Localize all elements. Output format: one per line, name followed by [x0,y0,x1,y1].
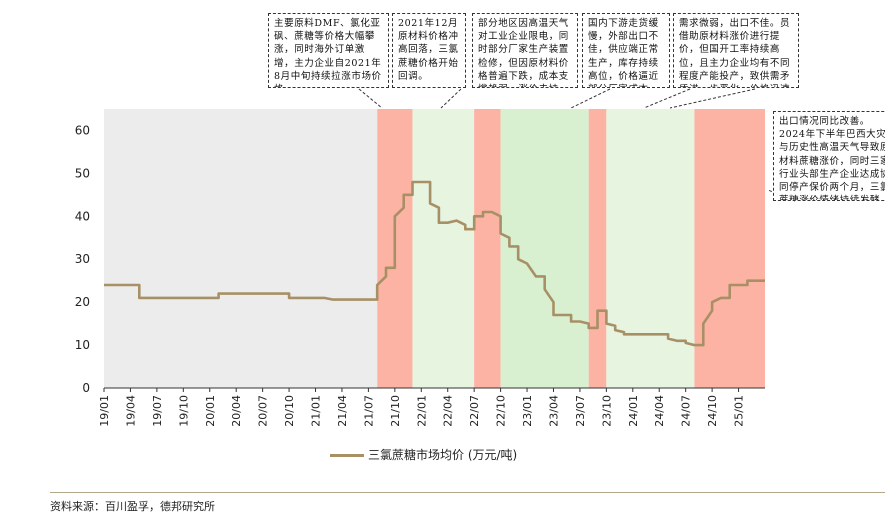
y-tick-label-50: 50 [75,166,90,180]
legend: 三氯蔗糖市场均价 (万元/吨) [330,446,517,463]
annotation-2: 2021年12月原材料价格冲高回落，三氯蔗糖价格开始回调。 [392,13,466,88]
x-tick-label-21: 24/04 [653,395,666,427]
x-tick-label-16: 23/01 [521,395,534,427]
x-tick-label-22: 24/07 [680,395,693,427]
y-tick-label-0: 0 [82,381,90,395]
series-line-0 [104,180,765,347]
x-tick-label-3: 19/10 [177,395,190,427]
x-tick-label-10: 21/07 [362,395,375,427]
annotation-leader-4 [643,88,691,109]
x-tick-label-12: 22/01 [415,395,428,427]
annotation-4: 国内下游走货缓慢，外部出口不佳，供应端正常生产，库存持续高位，价格逼近部分厂家成… [582,13,670,88]
x-tick-label-6: 20/07 [257,395,270,427]
legend-swatch [330,454,364,457]
annotation-6: 出口情况同比改善。2024年下半年巴西大灾与历史性高温天气导致原材料蔗糖涨价，同… [773,111,885,201]
annotation-3: 部分地区因高温天气对工业企业限电，同时部分厂家生产装置检修，但因原材料价格普遍下… [472,13,578,88]
shaded-band-5 [588,109,607,388]
annotation-leader-5 [669,88,756,109]
x-tick-label-11: 21/10 [389,395,402,427]
shaded-band-3 [474,109,501,388]
annotation-1: 主要原料DMF、氯化亚砜、蔗糖等价格大幅攀涨，同时海外订单激增，主力企业自202… [268,13,389,88]
shaded-band-4 [500,109,589,388]
annotation-leader-1 [358,88,383,109]
y-tick-label-30: 30 [75,252,90,266]
x-tick-label-9: 21/04 [336,395,349,427]
x-tick-label-5: 20/04 [230,395,243,427]
x-tick-label-4: 20/01 [204,395,217,427]
x-tick-label-18: 23/07 [574,395,587,427]
x-tick-label-15: 22/10 [495,395,508,427]
x-tick-label-23: 24/10 [706,395,719,427]
footer-rule [50,492,885,493]
x-tick-label-13: 22/04 [442,395,455,427]
shaded-band-7 [694,109,765,388]
x-tick-label-19: 23/10 [600,395,613,427]
source-note: 资料来源：百川盈孚，德邦研究所 [50,500,215,513]
x-tick-label-8: 21/01 [310,395,323,427]
shaded-band-0 [104,109,378,388]
x-tick-label-2: 19/07 [151,395,164,427]
x-tick-label-1: 19/04 [124,395,137,427]
y-tick-label-20: 20 [75,295,90,309]
x-tick-label-20: 24/01 [627,395,640,427]
x-tick-label-24: 25/01 [733,395,746,427]
legend-label: 三氯蔗糖市场均价 (万元/吨) [368,448,518,462]
annotation-5: 需求微弱，出口不佳。员借助原材料涨价进行提价，但国开工率持续高位，且主力企业均有… [673,13,799,88]
x-tick-label-0: 19/01 [98,395,111,427]
x-tick-label-14: 22/07 [468,395,481,427]
x-tick-label-17: 23/04 [547,395,560,427]
annotation-leader-3 [570,88,611,109]
annotation-leader-2 [440,88,462,109]
shaded-band-2 [412,109,475,388]
x-tick-label-7: 20/10 [283,395,296,427]
y-tick-label-60: 60 [75,123,90,137]
y-tick-label-40: 40 [75,209,90,223]
y-tick-label-10: 10 [75,338,90,352]
shaded-band-6 [606,109,695,388]
